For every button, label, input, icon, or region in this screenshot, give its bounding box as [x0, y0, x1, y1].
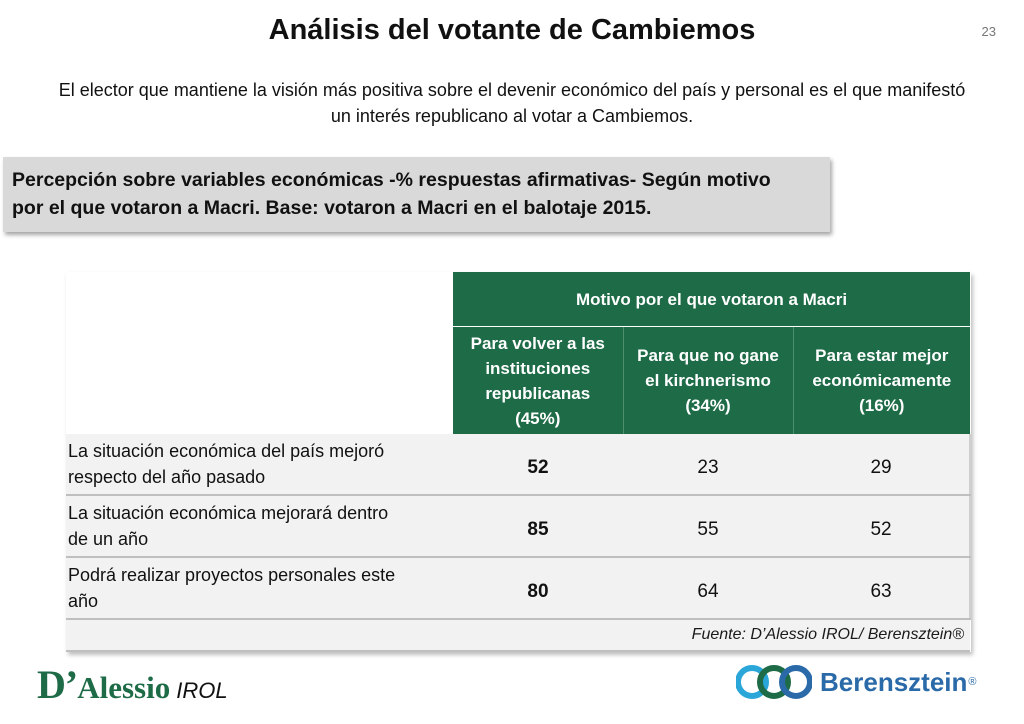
table-cell: 64: [623, 557, 793, 620]
header-line: Para que no gane: [637, 346, 779, 365]
row-label-line: Podrá realizar proyectos personales este: [68, 565, 396, 585]
registered-mark: ®: [968, 676, 977, 688]
berensztein-logo: Berensztein ®: [736, 664, 977, 700]
row-label-line: respecto del año pasado: [68, 467, 266, 487]
group-header: Motivo por el que votaron a Macri: [453, 272, 971, 327]
column-header-economicamente: Para estar mejor económicamente (16%): [792, 326, 971, 434]
row-label-line: año: [68, 591, 99, 611]
table-cell: 52: [793, 495, 972, 558]
table-cell: 29: [793, 434, 972, 496]
table-row: Podrá realizar proyectos personales este…: [66, 557, 972, 620]
row-label: Podrá realizar proyectos personales este…: [66, 557, 453, 620]
table-corner: [66, 272, 453, 434]
header-line: (16%): [859, 396, 905, 415]
table-cell: 55: [623, 495, 793, 558]
chart-description-text: Percepción sobre variables económicas -%…: [12, 166, 822, 222]
table-row: La situación económica del país mejoró r…: [66, 434, 972, 496]
header-line: (45%): [515, 408, 561, 428]
description-line: Percepción sobre variables económicas -%…: [12, 169, 771, 191]
logo-irol-text: IROL: [176, 678, 228, 703]
row-label-line: La situación económica mejorará dentro: [68, 503, 389, 523]
row-label-line: de un año: [68, 529, 149, 549]
header-line: Para volver a las: [470, 333, 605, 353]
subtitle-line: un interés republicano al votar a Cambie…: [330, 106, 694, 126]
source-note: Fuente: D’Alessio IROL/ Berensztein®: [66, 619, 971, 652]
column-header-republicanas: Para volver a las instituciones republic…: [453, 326, 623, 434]
table-cell: 80: [453, 557, 623, 620]
row-label-line: La situación económica del país mejoró: [68, 441, 385, 461]
berensztein-mark-icon: [736, 665, 812, 699]
row-label: La situación económica mejorará dentro d…: [66, 495, 453, 558]
page-number: 23: [981, 24, 996, 39]
subtitle-line: El elector que mantiene la visión más po…: [58, 80, 966, 100]
column-header-kirchnerismo: Para que no gane el kirchnerismo (34%): [622, 326, 793, 434]
chart-description-box: Percepción sobre variables económicas -%…: [3, 157, 830, 232]
header-line: económicamente: [812, 371, 952, 390]
results-table: Motivo por el que votaron a Macri Para v…: [66, 272, 972, 652]
description-line: por el que votaron a Macri. Base: votaro…: [12, 197, 652, 219]
header-line: instituciones: [485, 358, 591, 378]
table-cell: 85: [453, 495, 623, 558]
source-row: Fuente: D’Alessio IROL/ Berensztein®: [66, 619, 971, 652]
table-cell: 23: [623, 434, 793, 496]
header-line: (34%): [685, 396, 731, 415]
page-title: Análisis del votante de Cambiemos: [268, 14, 756, 46]
table-cell: 52: [453, 434, 623, 496]
logo-alessio-text: Alessio: [77, 670, 171, 705]
table-row: La situación económica mejorará dentro d…: [66, 495, 972, 558]
header-line: Para estar mejor: [815, 346, 949, 365]
page-subtitle: El elector que mantiene la visión más po…: [0, 77, 1024, 129]
row-label: La situación económica del país mejoró r…: [66, 434, 453, 496]
header-line: republicanas: [485, 383, 591, 403]
berensztein-wordmark: Berensztein: [820, 666, 968, 697]
header-line: el kirchnerismo: [645, 371, 771, 390]
dalessio-irol-logo: D’Alessio IROL: [37, 661, 228, 707]
table-cell: 63: [793, 557, 972, 620]
logo-d-mark: D’: [37, 662, 78, 707]
results-table-wrapper: Motivo por el que votaron a Macri Para v…: [66, 272, 972, 652]
